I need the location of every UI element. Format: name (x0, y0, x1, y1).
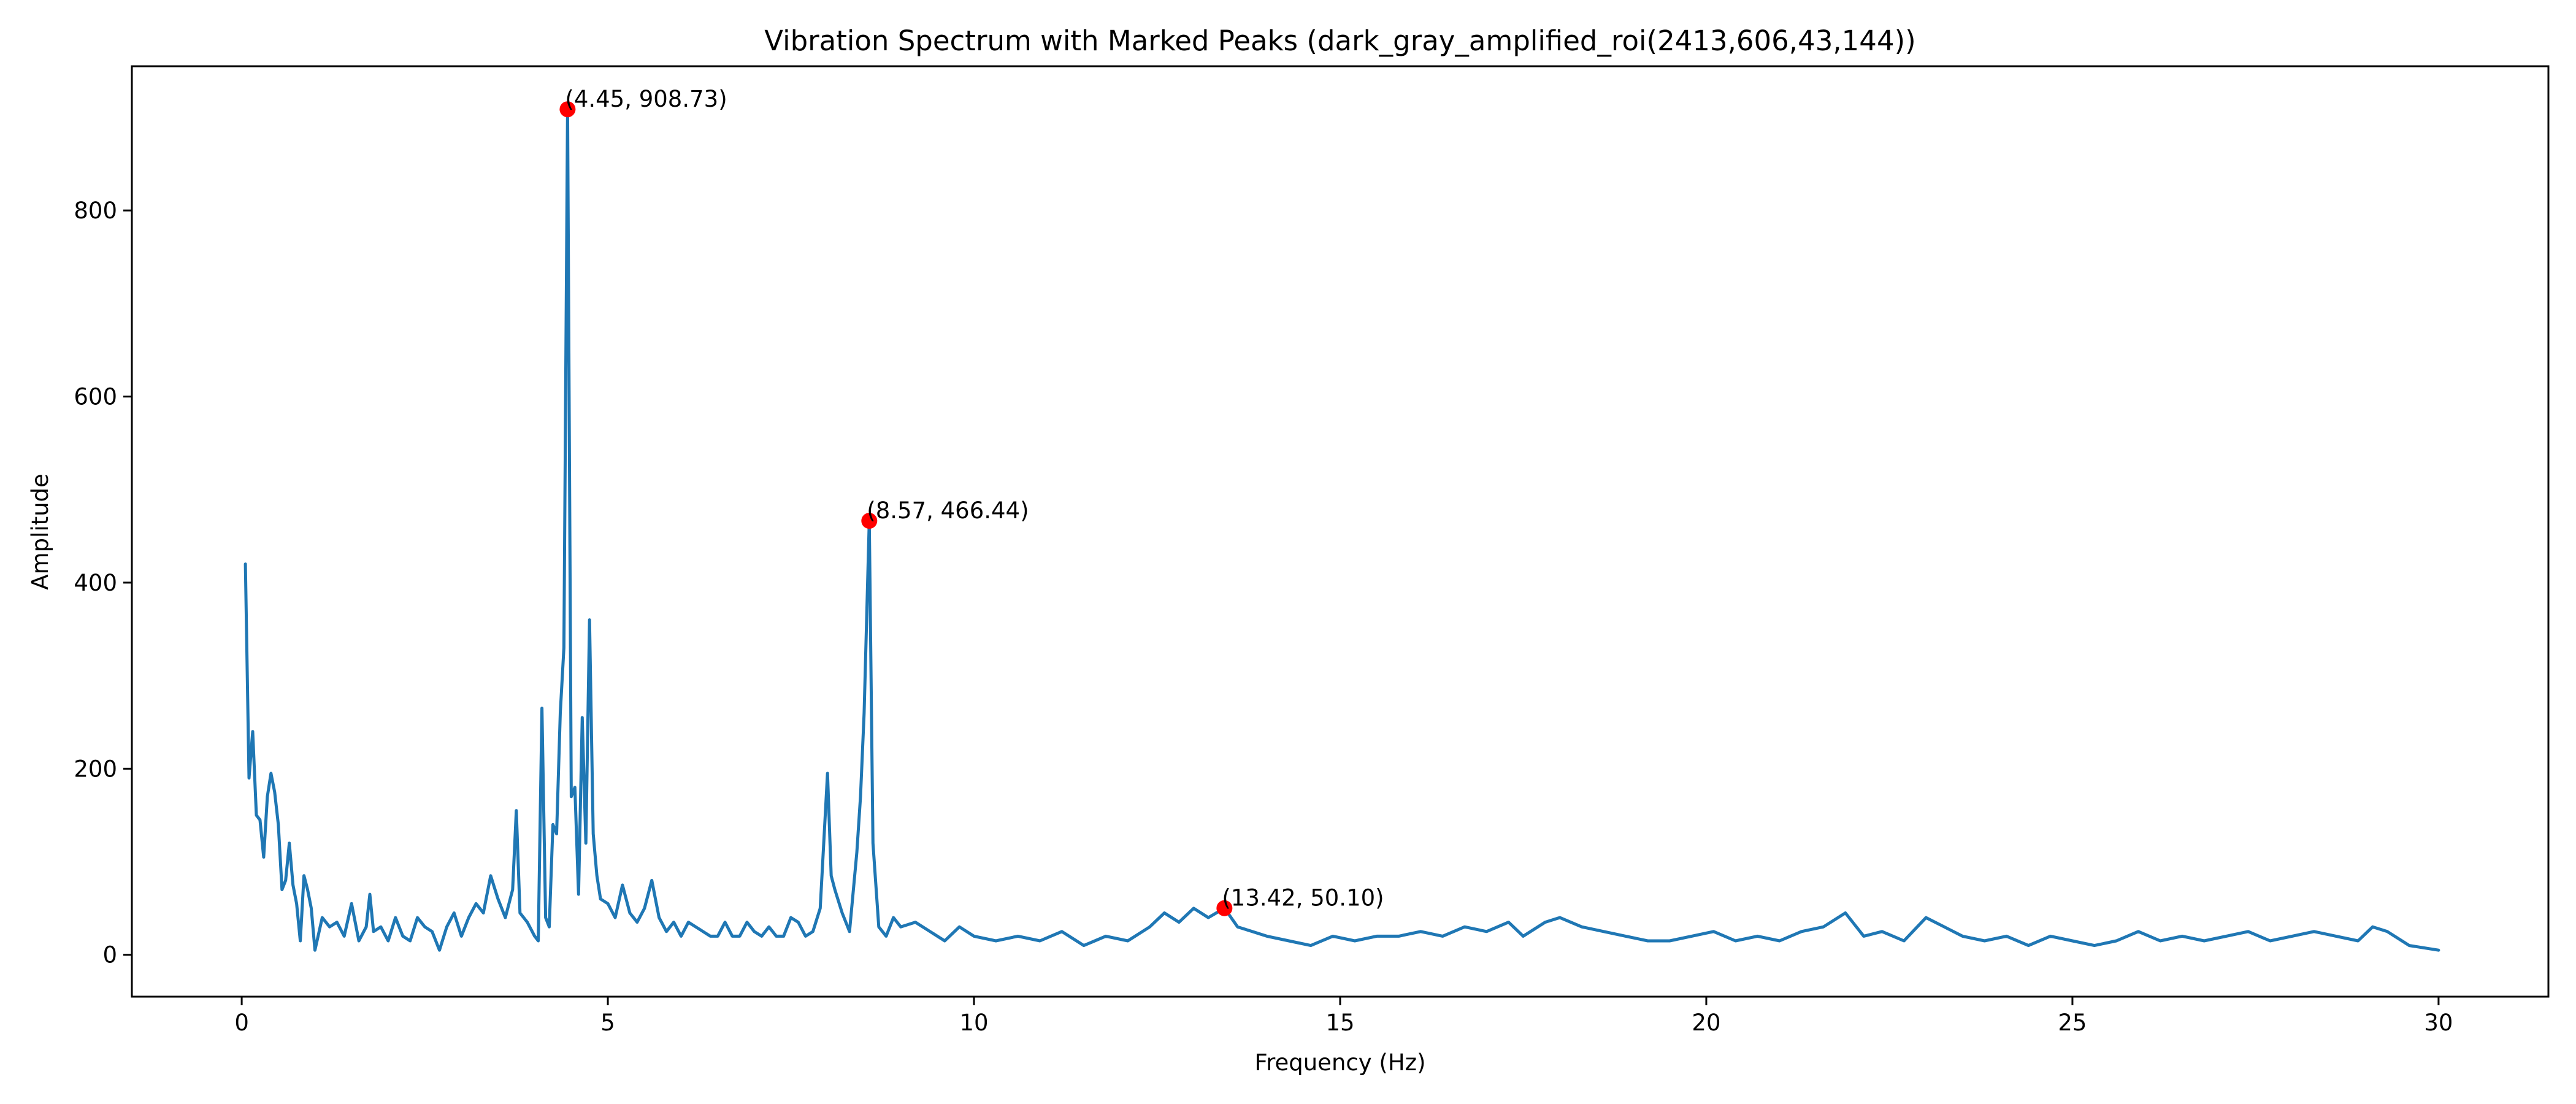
peak-label-0: (4.45, 908.73) (565, 86, 727, 112)
x-tick-label-2: 10 (959, 1010, 988, 1036)
x-tick-label-5: 25 (2058, 1010, 2087, 1036)
x-tick-label-3: 15 (1325, 1010, 1354, 1036)
x-tick-label-6: 30 (2424, 1010, 2453, 1036)
y-tick-label-4: 800 (74, 197, 117, 224)
peak-label-2: (13.42, 50.10) (1222, 885, 1384, 911)
y-tick-label-3: 600 (74, 384, 117, 410)
peak-marker-1 (861, 513, 878, 529)
peak-label-1: (8.57, 466.44) (867, 497, 1029, 524)
y-tick-label-0: 0 (102, 942, 117, 968)
series-line-0 (243, 107, 2440, 952)
peak-marker-2 (1216, 900, 1233, 916)
y-tick-label-2: 400 (74, 570, 117, 596)
x-tick-label-0: 0 (234, 1010, 249, 1036)
plot-area: (4.45, 908.73) (8.57, 466.44) (13.42, 50.1… (243, 86, 2440, 952)
y-tick-label-1: 200 (74, 756, 117, 782)
chart-title: Vibration Spectrum with Marked Peaks (da… (764, 25, 1915, 57)
x-tick-label-4: 20 (1692, 1010, 1720, 1036)
x-tick-label-1: 5 (600, 1010, 615, 1036)
y-axis-label: Amplitude (27, 473, 53, 590)
axes: 0 5 10 15 20 25 30 0 200 400 600 800 (74, 65, 2550, 1036)
peak-marker-0 (559, 101, 576, 118)
x-axis-label: Frequency (Hz) (1254, 1049, 1425, 1076)
